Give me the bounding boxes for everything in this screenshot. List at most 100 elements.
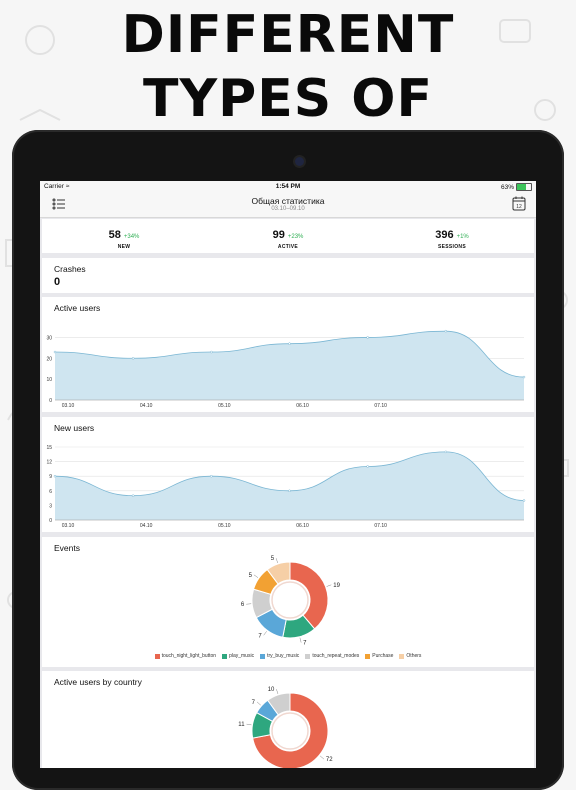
legend-swatch [155,654,160,659]
crashes-card[interactable]: Crashes 0 [42,258,534,293]
slice-value-label: 5 [271,556,275,562]
donut-inner-ring [272,582,308,618]
headline-line-1: DIFFERENT [0,4,576,66]
legend-label: touch_repeat_modes [312,653,359,659]
stat-value: 396 [435,229,453,241]
slice-value-label: 10 [268,687,275,693]
x-tick-label: 06.10 [296,523,309,529]
data-point[interactable] [523,376,525,378]
y-tick-label: 10 [46,377,52,383]
nav-bar: Общая статистика 03.10–09.10 12 [40,193,536,218]
app-screen: Carrier ≈ 1:54 PM 63% Общая статистика 0… [40,181,536,768]
legend-label: Purchase [372,653,393,659]
events-legend: touch_night_light_button play_music try_bu… [42,653,534,659]
calendar-icon[interactable]: 12 [512,196,526,211]
series-area [55,452,524,520]
label-leader [247,724,252,725]
stat-delta: +34% [124,234,140,240]
x-tick-label: 03.10 [62,403,75,409]
slice-value-label: 19 [333,583,340,589]
x-tick-label: 05.10 [218,403,231,409]
legend-item[interactable]: try_buy_music [260,653,299,659]
x-tick-label: 06.10 [296,403,309,409]
slice-value-label: 11 [238,722,245,728]
active-users-chart: 0 10 20 30 03.10 04.10 05.10 06.10 07.10 [42,297,534,412]
legend-item[interactable]: Others [399,653,421,659]
data-point[interactable] [132,495,134,497]
battery-icon [516,183,532,191]
data-point[interactable] [132,357,134,359]
stat-sessions[interactable]: 396 +1% SESSIONS [370,219,534,253]
legend-item[interactable]: play_music [222,653,254,659]
legend-item[interactable]: touch_night_light_button [155,653,217,659]
x-tick-label: 07.10 [374,523,387,529]
legend-swatch [222,654,227,659]
data-point[interactable] [367,336,369,338]
y-tick-label: 0 [49,518,52,524]
clock: 1:54 PM [40,183,536,190]
legend-item[interactable]: Purchase [365,653,393,659]
stat-delta: +23% [288,234,304,240]
stat-active[interactable]: 99+23% ACTIVE [206,219,370,253]
slice-value-label: 7 [258,633,262,639]
data-point[interactable] [289,343,291,345]
slice-value-label: 7 [252,700,256,706]
label-leader [276,558,278,563]
data-point[interactable] [54,351,56,353]
y-tick-label: 0 [49,398,52,404]
legend-label: try_buy_music [267,653,299,659]
y-tick-label: 30 [46,335,52,341]
data-point[interactable] [523,500,525,502]
label-leader [300,638,301,643]
y-tick-label: 20 [46,356,52,362]
battery-indicator: 63% [501,183,532,191]
y-tick-label: 9 [49,474,52,480]
donut-inner-ring [272,713,308,749]
data-point[interactable] [210,351,212,353]
summary-stats: 58+34% NEW 99+23% ACTIVE 396 +1% SESSIONS [42,219,534,253]
legend-item[interactable]: touch_repeat_modes [305,653,359,659]
legend-label: touch_night_light_button [162,653,217,659]
x-tick-label: 05.10 [218,523,231,529]
stat-new[interactable]: 58+34% NEW [42,219,206,253]
legend-swatch [305,654,310,659]
stat-value: 99 [273,229,285,241]
stat-label: SESSIONS [370,244,534,250]
label-leader [276,689,278,694]
data-point[interactable] [210,475,212,477]
country-donut-chart: 72 11 7 10 [42,671,534,768]
data-point[interactable] [445,330,447,332]
x-tick-label: 04.10 [140,523,153,529]
data-point[interactable] [54,475,56,477]
status-bar: Carrier ≈ 1:54 PM 63% [40,181,536,193]
nav-title: Общая статистика [40,196,536,206]
y-tick-label: 6 [49,489,52,495]
slice-value-label: 72 [326,757,333,763]
crashes-value: 0 [54,276,60,288]
stat-label: ACTIVE [206,244,370,250]
svg-text:12: 12 [516,204,522,210]
legend-swatch [365,654,370,659]
x-tick-label: 07.10 [374,403,387,409]
legend-swatch [399,654,404,659]
crashes-title: Crashes [54,264,86,274]
camera-icon [295,157,304,166]
data-point[interactable] [367,465,369,467]
slice-value-label: 6 [241,602,245,608]
x-tick-label: 03.10 [62,523,75,529]
y-tick-label: 12 [46,460,52,466]
stat-label: NEW [42,244,206,250]
series-area [55,331,524,400]
legend-swatch [260,654,265,659]
x-tick-label: 04.10 [140,403,153,409]
y-tick-label: 15 [46,445,52,451]
stat-delta: +1% [457,234,469,240]
data-point[interactable] [289,490,291,492]
data-point[interactable] [445,451,447,453]
